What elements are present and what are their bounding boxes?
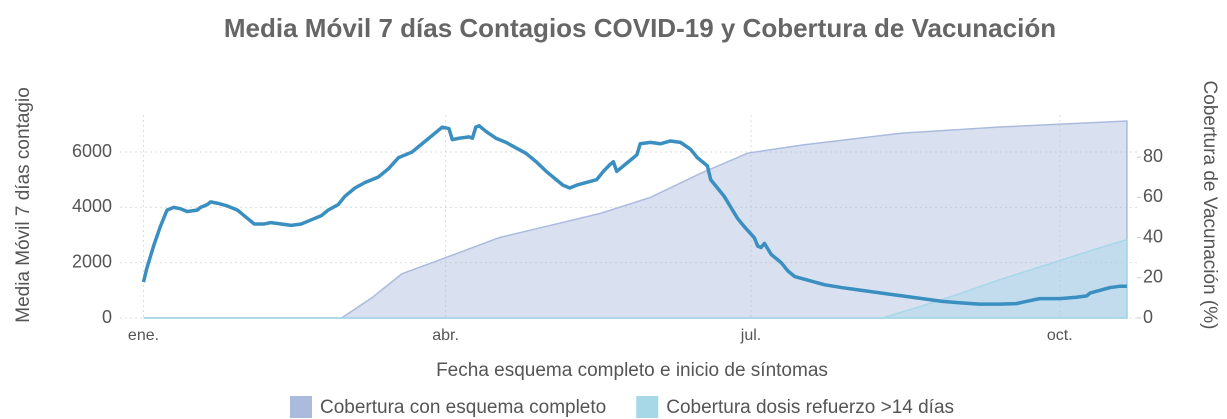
y2-tick-label: 80 bbox=[1143, 146, 1163, 166]
y-tick-label: 2000 bbox=[72, 251, 112, 271]
x-tick-label: oct. bbox=[1047, 327, 1073, 344]
y2-tick-label: 0 bbox=[1143, 307, 1153, 327]
x-tick-label: ene. bbox=[128, 327, 159, 344]
legend-label: Cobertura con esquema completo bbox=[320, 397, 606, 418]
area bbox=[143, 238, 1128, 319]
y2-axis-label: Cobertura de Vacunación (%) bbox=[1199, 81, 1220, 330]
y-tick-label: 4000 bbox=[72, 196, 112, 216]
chart-title: Media Móvil 7 días Contagios COVID-19 y … bbox=[224, 13, 1056, 43]
y-axis-label: Media Móvil 7 días contagio bbox=[13, 87, 34, 323]
area bbox=[143, 120, 1128, 319]
x-axis-label: Fecha esquema completo e inicio de sínto… bbox=[436, 360, 828, 381]
line bbox=[141, 124, 1127, 306]
y-tick-label: 6000 bbox=[72, 141, 112, 161]
y2-tick-label: 60 bbox=[1143, 186, 1163, 206]
x-tick-label: jul. bbox=[740, 327, 761, 344]
legend-swatch bbox=[636, 396, 659, 418]
y-tick-label: 0 bbox=[102, 307, 112, 327]
y2-tick-label: 40 bbox=[1143, 226, 1163, 246]
y2-tick-label: 20 bbox=[1143, 267, 1163, 287]
legend-label: Cobertura dosis refuerzo >14 días bbox=[666, 397, 954, 418]
legend-swatch bbox=[290, 396, 312, 418]
x-tick-label: abr. bbox=[432, 327, 459, 344]
